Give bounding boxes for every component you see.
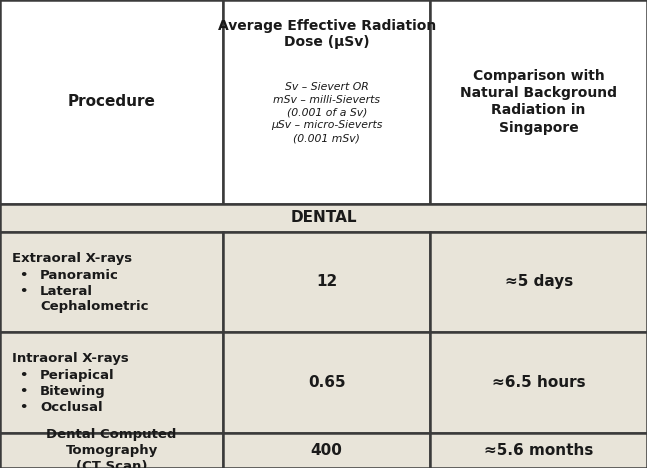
Text: ≈5.6 months: ≈5.6 months [484,443,593,458]
Bar [0,204,647,232]
Text: Procedure: Procedure [68,94,155,110]
Bar [430,433,647,468]
Bar [223,232,430,332]
Text: Panoramic: Panoramic [40,269,119,282]
Bar [430,332,647,433]
Text: Lateral
Cephalometric: Lateral Cephalometric [40,285,149,313]
Text: Intraoral X-rays: Intraoral X-rays [12,352,128,366]
Text: Sv – Sievert OR
mSv – milli-Sieverts
(0.001 of a Sv)
μSv – micro-Sieverts
(0.001: Sv – Sievert OR mSv – milli-Sieverts (0.… [271,82,382,143]
Text: ≈6.5 hours: ≈6.5 hours [492,375,586,390]
Text: 400: 400 [311,443,343,458]
Bar [223,0,430,204]
Text: Comparison with
Natural Background
Radiation in
Singapore: Comparison with Natural Background Radia… [460,69,617,135]
Text: Dental Computed
Tomography
(CT Scan): Dental Computed Tomography (CT Scan) [47,428,177,468]
Text: •: • [19,385,28,398]
Text: •: • [19,269,28,282]
Text: Bitewing: Bitewing [40,385,106,398]
Text: •: • [19,369,28,382]
Text: 0.65: 0.65 [308,375,345,390]
Text: 12: 12 [316,274,337,290]
Text: •: • [19,285,28,298]
Text: Extraoral X-rays: Extraoral X-rays [12,252,132,265]
Bar [430,232,647,332]
Bar [0,332,223,433]
Bar [223,332,430,433]
Bar [223,433,430,468]
Bar [0,232,223,332]
Text: DENTAL: DENTAL [291,210,356,225]
Bar [0,433,223,468]
Text: Average Effective Radiation
Dose (μSv): Average Effective Radiation Dose (μSv) [217,19,436,50]
Bar [0,0,223,204]
Text: •: • [19,401,28,414]
Bar [430,0,647,204]
Text: Periapical: Periapical [40,369,115,382]
Text: Occlusal: Occlusal [40,401,103,414]
Text: ≈5 days: ≈5 days [505,274,573,290]
